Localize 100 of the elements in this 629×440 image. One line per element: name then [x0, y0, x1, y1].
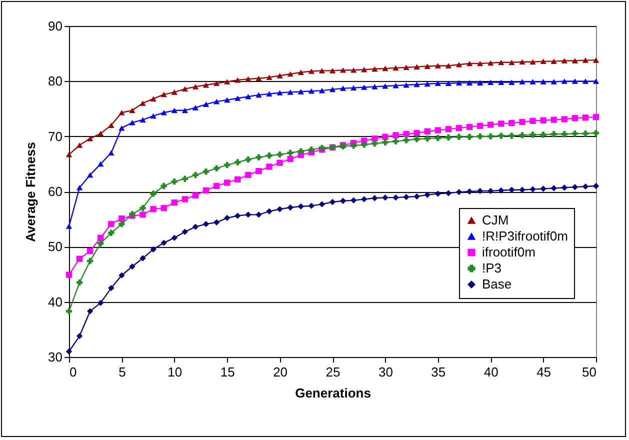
point [350, 142, 357, 149]
point [372, 66, 378, 72]
point [266, 91, 272, 97]
point [361, 196, 368, 202]
point [403, 194, 410, 200]
point [561, 58, 568, 64]
point [308, 146, 314, 153]
x-tick-label: 50 [582, 364, 596, 380]
point [256, 168, 262, 174]
x-tick-label: 10 [168, 364, 182, 380]
point [276, 90, 283, 96]
point [456, 124, 462, 132]
point [592, 58, 600, 63]
point [245, 76, 252, 82]
y-tick-label: 50 [48, 239, 62, 254]
point [160, 182, 167, 190]
point [550, 58, 557, 64]
legend-label: Base [482, 276, 512, 292]
point [540, 132, 546, 138]
point [308, 202, 314, 209]
point [192, 224, 199, 230]
point [592, 78, 600, 84]
point [540, 117, 546, 124]
point [160, 204, 167, 212]
point [276, 151, 283, 158]
point [372, 140, 378, 147]
point [87, 258, 94, 264]
point [476, 122, 484, 129]
point [129, 263, 136, 270]
point [234, 77, 241, 83]
point [456, 134, 462, 140]
point [287, 90, 294, 95]
point [182, 228, 188, 235]
point [118, 215, 125, 222]
point [476, 188, 484, 194]
point [76, 184, 83, 190]
point [87, 248, 94, 254]
point [561, 184, 568, 191]
point [445, 63, 452, 68]
point [66, 224, 72, 229]
point [445, 126, 452, 132]
point [160, 240, 167, 246]
point [530, 118, 536, 124]
point [498, 187, 504, 194]
point [140, 117, 146, 122]
point [118, 220, 125, 228]
point [160, 92, 167, 98]
point [266, 74, 272, 80]
point [87, 172, 94, 178]
point [572, 78, 578, 84]
point [213, 182, 220, 190]
point [592, 114, 600, 120]
x-tick-label: 15 [220, 364, 235, 380]
point [202, 220, 210, 228]
point [171, 178, 178, 185]
point [530, 132, 536, 138]
point [213, 98, 220, 104]
point [108, 284, 114, 292]
point [434, 127, 441, 134]
x-tick-label: 0 [70, 364, 77, 380]
point [140, 212, 146, 218]
point [466, 188, 473, 195]
point [318, 201, 326, 208]
point [171, 90, 178, 95]
point [308, 68, 314, 74]
point [424, 135, 430, 142]
point [498, 132, 504, 139]
x-tick-label: 35 [431, 364, 446, 380]
point [182, 176, 188, 182]
point [182, 86, 188, 92]
point [498, 60, 504, 66]
point [361, 84, 368, 90]
point [519, 132, 526, 138]
point [540, 79, 546, 84]
point [66, 272, 72, 278]
point [287, 71, 294, 77]
point [488, 80, 494, 85]
point [508, 120, 515, 126]
point [414, 136, 420, 142]
point [160, 110, 167, 116]
point [329, 86, 336, 92]
point [340, 86, 346, 92]
point [276, 206, 283, 212]
point [414, 64, 420, 70]
point [550, 116, 557, 123]
point [129, 120, 136, 126]
point [213, 165, 220, 172]
point [192, 84, 199, 90]
point [382, 139, 388, 146]
point [150, 96, 156, 102]
point [519, 186, 526, 193]
point [256, 212, 262, 218]
point [361, 142, 368, 148]
point [456, 188, 462, 196]
point [171, 234, 178, 241]
point [108, 220, 114, 228]
point [234, 159, 241, 166]
point [424, 64, 430, 69]
point [182, 108, 188, 114]
point [508, 186, 515, 193]
